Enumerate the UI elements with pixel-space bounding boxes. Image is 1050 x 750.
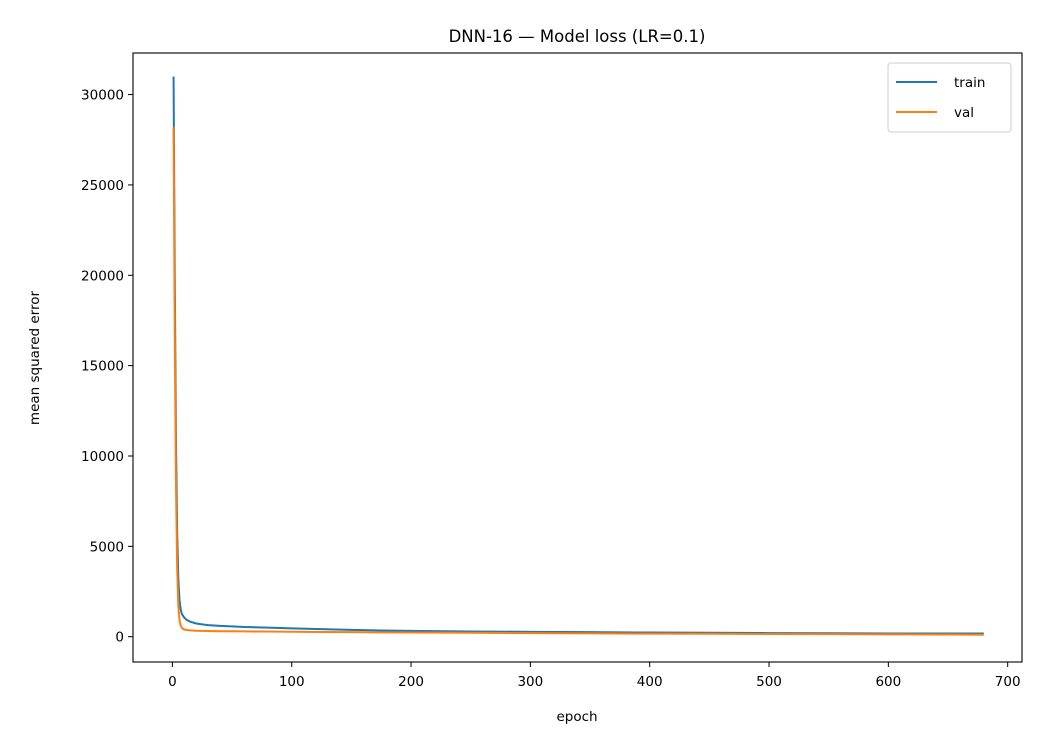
- x-tick-label: 0: [168, 674, 177, 690]
- legend-label-train: train: [954, 75, 985, 91]
- chart-title: DNN-16 — Model loss (LR=0.1): [449, 27, 706, 46]
- plot-area-frame: [132, 52, 1023, 663]
- y-tick-label: 20000: [81, 268, 124, 284]
- series-layer: [172, 76, 984, 636]
- x-tick-label: 700: [995, 674, 1021, 690]
- x-axis-label: epoch: [556, 709, 597, 725]
- series-line-val: [172, 127, 984, 636]
- legend-label-val: val: [954, 105, 974, 121]
- y-tick-label: 5000: [90, 539, 124, 555]
- y-tick-label: 25000: [81, 178, 124, 194]
- x-tick-label: 300: [517, 674, 543, 690]
- series-line-train: [172, 76, 984, 635]
- x-tick-label: 500: [756, 674, 782, 690]
- legend-box: [887, 62, 1012, 133]
- x-tick-label: 100: [279, 674, 305, 690]
- y-tick-label: 10000: [81, 449, 124, 465]
- y-tick-label: 0: [115, 630, 124, 646]
- y-axis: 0 5000 10000 15000 20000 25000 30000: [81, 88, 133, 646]
- y-axis-label: mean squared error: [27, 291, 43, 426]
- x-tick-label: 600: [875, 674, 901, 690]
- y-tick-label: 15000: [81, 359, 124, 375]
- legend: train val: [887, 62, 1012, 133]
- x-tick-label: 400: [637, 674, 663, 690]
- y-tick-label: 30000: [81, 88, 124, 104]
- x-axis: 0 100 200 300 400 500 600 700: [168, 662, 1021, 690]
- x-tick-label: 200: [398, 674, 424, 690]
